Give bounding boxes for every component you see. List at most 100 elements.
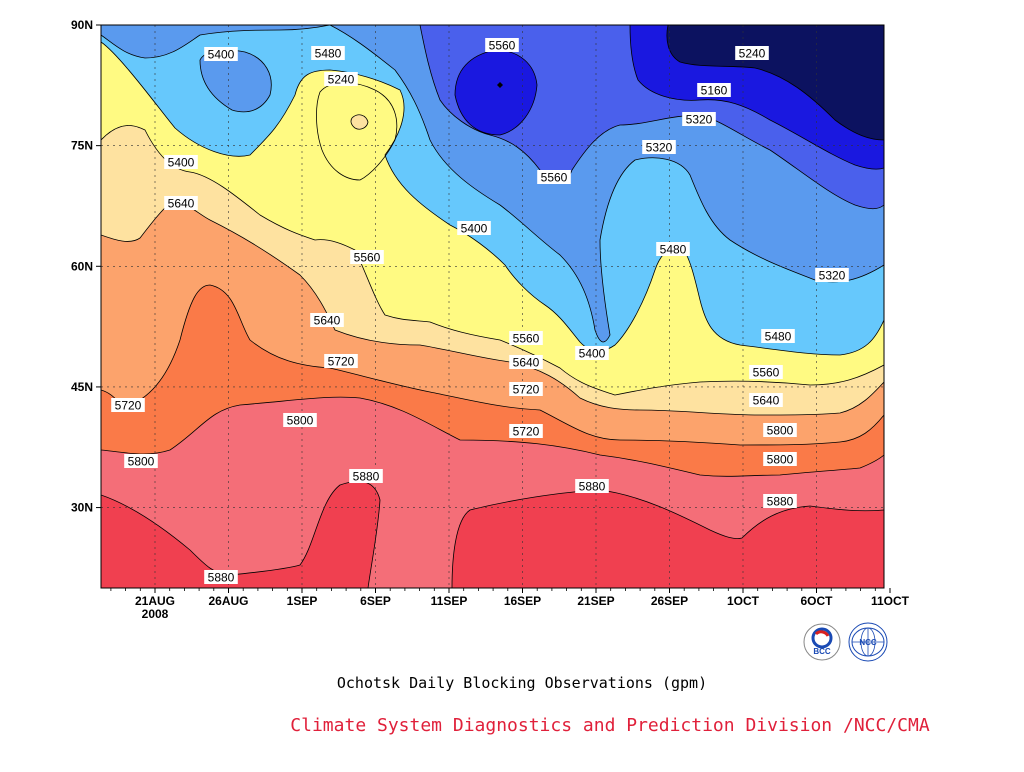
y-tick-label: 60N xyxy=(71,259,93,273)
contour-label: 5320 xyxy=(642,140,676,155)
contour-label: 5560 xyxy=(350,250,384,265)
contour-label-text: 5720 xyxy=(328,355,355,369)
contour-label: 5640 xyxy=(509,355,543,370)
contour-label: 5880 xyxy=(575,479,609,494)
x-tick-label: 11OCT xyxy=(871,594,910,608)
band-5560-island xyxy=(316,82,397,180)
contour-label: 5400 xyxy=(575,346,609,361)
contour-label: 5400 xyxy=(164,155,198,170)
contour-label-text: 5560 xyxy=(753,366,780,380)
contour-label: 5880 xyxy=(349,469,383,484)
contour-label-text: 5560 xyxy=(541,171,568,185)
contour-label-text: 5320 xyxy=(686,113,713,127)
ncc-logo: NCC xyxy=(848,622,888,662)
plot-frame xyxy=(100,24,885,589)
contour-label-text: 5880 xyxy=(767,495,794,509)
contour-label: 5800 xyxy=(283,413,317,428)
contour-labels: 5400 5480 5560 5240 5160 5240 5320 5400 5560 5320… xyxy=(111,38,849,585)
x-tick-label: 1SEP xyxy=(287,594,318,608)
contour-label-text: 5480 xyxy=(765,330,792,344)
contour-line-5880-east xyxy=(451,489,884,588)
contour-line-5320 xyxy=(419,25,884,210)
low-center-marker xyxy=(497,82,503,88)
x-tick-label: 6OCT xyxy=(800,594,833,608)
contour-label: 5800 xyxy=(763,423,797,438)
contour-label-text: 5800 xyxy=(128,455,155,469)
contour-line-5880 xyxy=(101,480,381,588)
x-tick-label: 11SEP xyxy=(431,594,468,608)
contour-label: 5240 xyxy=(324,72,358,87)
x-tick-label: 26AUG xyxy=(208,594,248,608)
contour-line-5560-island xyxy=(316,82,398,181)
contour-label: 5560 xyxy=(509,331,543,346)
band-5320-5400 xyxy=(101,25,330,58)
contour-label: 5800 xyxy=(763,452,797,467)
contour-label: 5160 xyxy=(697,83,731,98)
chart-credit: Climate System Diagnostics and Predictio… xyxy=(290,715,930,736)
contour-label-text: 5480 xyxy=(660,243,687,257)
contour-label: 5640 xyxy=(749,393,783,408)
contour-label: 5720 xyxy=(509,382,543,397)
contour-label-text: 5240 xyxy=(739,47,766,61)
contour-label: 5720 xyxy=(509,424,543,439)
bcc-logo-text: BCC xyxy=(813,647,831,656)
x-tick-label: 21AUG 2008 xyxy=(135,594,175,621)
x-tick-label: 26SEP xyxy=(651,594,688,608)
contour-label-text: 5880 xyxy=(353,470,380,484)
y-axis: 30N 45N 60N 75N 90N xyxy=(71,18,101,515)
contour-line-5240-oct xyxy=(629,25,884,170)
contour-label: 5320 xyxy=(815,268,849,283)
contour-label: 5720 xyxy=(324,354,358,369)
contour-line-5640-island xyxy=(350,114,369,130)
contour-line-5720 xyxy=(101,284,884,446)
x-tick-label: 1OCT xyxy=(727,594,760,608)
contour-label: 5640 xyxy=(164,196,198,211)
contour-label-text: 5640 xyxy=(513,356,540,370)
contour-label: 5560 xyxy=(537,170,571,185)
contour-label-text: 5400 xyxy=(461,222,488,236)
contour-line-5800 xyxy=(101,396,884,477)
band-5640-island xyxy=(351,114,368,130)
contour-label: 5480 xyxy=(311,46,345,61)
contour-label: 5480 xyxy=(656,242,690,257)
contour-line-5400-main xyxy=(329,25,884,343)
x-tick-label: 21SEP xyxy=(577,594,614,608)
contour-label-text: 5480 xyxy=(315,47,342,61)
contour-label: 5480 xyxy=(761,329,795,344)
x-tick-label: 6SEP xyxy=(360,594,391,608)
contour-label-text: 5240 xyxy=(328,73,355,87)
contour-label-text: 5400 xyxy=(168,156,195,170)
contour-label-text: 5560 xyxy=(354,251,381,265)
y-tick-label: 90N xyxy=(71,18,93,32)
band-5400-island-26aug xyxy=(200,50,272,112)
contour-label-text: 5320 xyxy=(646,141,673,155)
contour-line-5560 xyxy=(101,125,884,396)
contour-label-text: 5560 xyxy=(513,332,540,346)
contour-label-text: 5800 xyxy=(767,453,794,467)
x-axis: 21AUG 2008 26AUG 1SEP 6SEP 11SEP 16SEP 21SEP 26S… xyxy=(110,588,910,621)
contour-label: 5400 xyxy=(457,221,491,236)
contour-label: 5560 xyxy=(485,38,519,53)
contour-label-text: 5880 xyxy=(208,571,235,585)
grid-lines xyxy=(101,25,884,588)
x-tick-label: 16SEP xyxy=(504,594,541,608)
contour-label: 5320 xyxy=(682,112,716,127)
contour-line-5240-16sep xyxy=(454,49,538,136)
contour-label-text: 5400 xyxy=(208,48,235,62)
contour-label: 5720 xyxy=(111,398,145,413)
contour-label: 5640 xyxy=(310,313,344,328)
bcc-logo: BCC xyxy=(803,623,841,661)
y-tick-label: 30N xyxy=(71,501,93,515)
contour-label-text: 5640 xyxy=(753,394,780,408)
y-tick-label: 45N xyxy=(71,380,93,394)
band-5160-5240-16sep xyxy=(455,50,537,135)
contour-label-text: 5720 xyxy=(513,383,540,397)
contour-label-text: 5160 xyxy=(701,84,728,98)
contour-lines xyxy=(101,25,884,588)
contour-label-text: 5720 xyxy=(513,425,540,439)
contour-label: 5400 xyxy=(204,47,238,62)
y-tick-label: 75N xyxy=(71,139,93,153)
contour-label-text: 5320 xyxy=(819,269,846,283)
